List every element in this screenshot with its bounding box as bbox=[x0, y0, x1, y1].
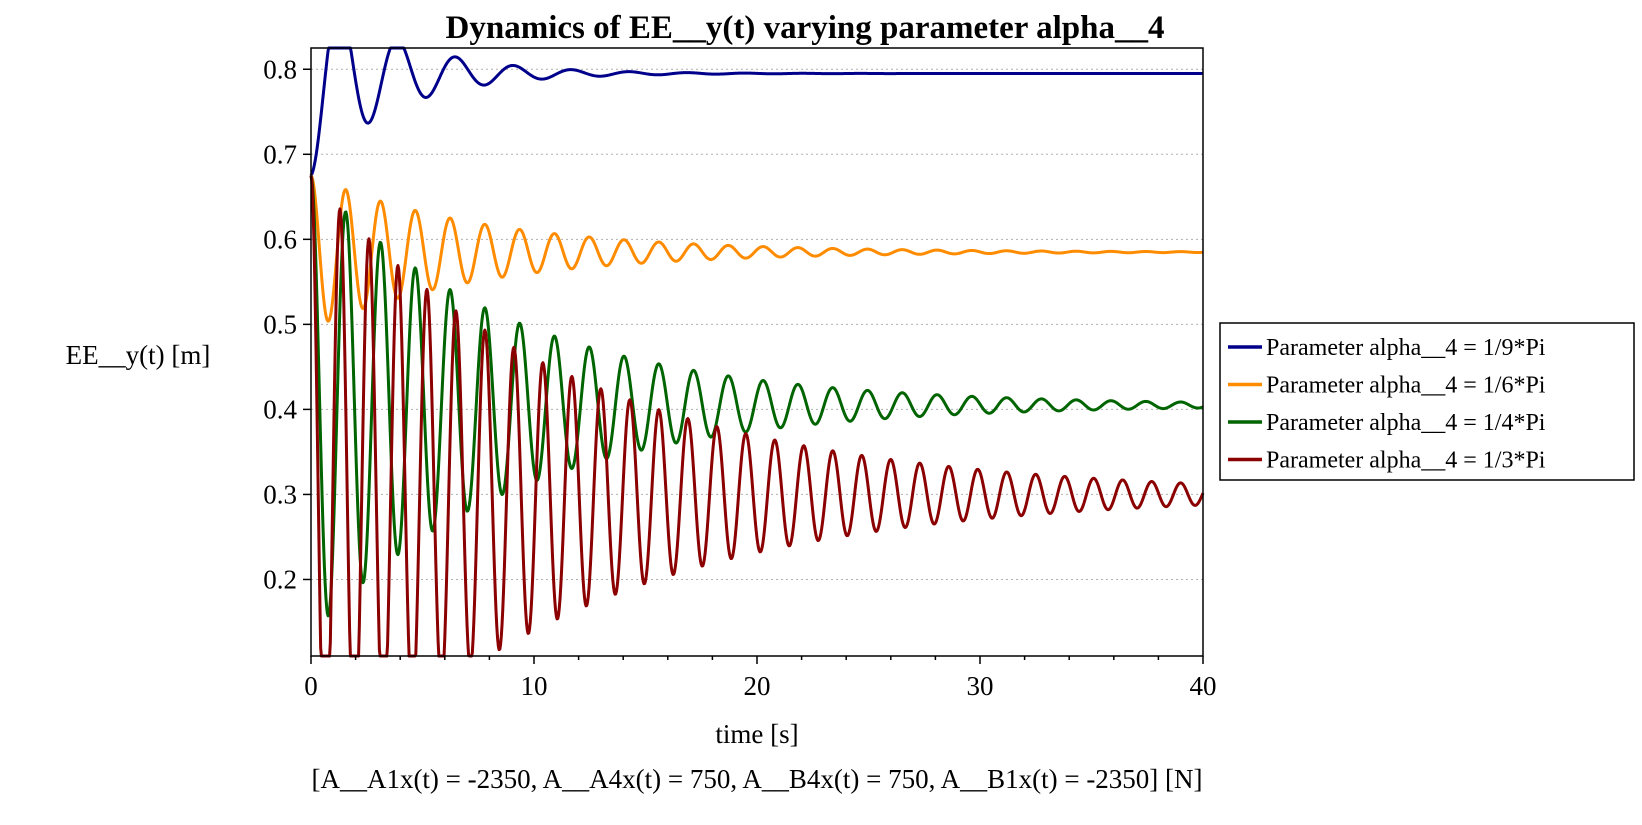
x-tick-label: 40 bbox=[1190, 671, 1217, 701]
series-line-4 bbox=[309, 175, 1205, 658]
y-tick-label: 0.3 bbox=[263, 479, 297, 509]
series-layer bbox=[309, 46, 1205, 658]
y-tick-label: 0.6 bbox=[263, 224, 297, 254]
gridlines bbox=[311, 68, 1203, 580]
y-axis-label: EE__y(t) [m] bbox=[66, 340, 211, 370]
x-tick-label: 0 bbox=[304, 671, 318, 701]
x-tick-label: 10 bbox=[521, 671, 548, 701]
legend-label-4: Parameter alpha__4 = 1/3*Pi bbox=[1266, 448, 1546, 474]
y-tick-label: 0.2 bbox=[263, 564, 297, 594]
y-tick-label: 0.5 bbox=[263, 309, 297, 339]
y-tick-label: 0.8 bbox=[263, 54, 297, 84]
x-axis-label: time [s] bbox=[715, 719, 798, 749]
y-tick-label: 0.7 bbox=[263, 139, 297, 169]
legend-label-2: Parameter alpha__4 = 1/6*Pi bbox=[1266, 373, 1546, 399]
legend-label-1: Parameter alpha__4 = 1/9*Pi bbox=[1266, 335, 1546, 361]
legend: Parameter alpha__4 = 1/9*Pi Parameter alp… bbox=[1219, 322, 1635, 481]
x-tick-label: 20 bbox=[744, 671, 771, 701]
x-tick-label: 30 bbox=[967, 671, 994, 701]
chart-caption: [A__A1x(t) = -2350, A__A4x(t) = 750, A__… bbox=[311, 764, 1202, 794]
series-line-3 bbox=[309, 175, 1204, 618]
chart-title: Dynamics of EE__y(t) varying parameter a… bbox=[446, 10, 1165, 46]
legend-box bbox=[1219, 322, 1635, 481]
y-tick-label: 0.4 bbox=[263, 394, 297, 424]
axis-ticks: 0.2 0.3 0.4 0.5 0.6 0.7 0.8 0 10 20 30 40 bbox=[263, 54, 1216, 701]
series-line-1 bbox=[309, 46, 1204, 177]
series-line-2 bbox=[309, 174, 1204, 323]
legend-label-3: Parameter alpha__4 = 1/4*Pi bbox=[1266, 410, 1546, 436]
